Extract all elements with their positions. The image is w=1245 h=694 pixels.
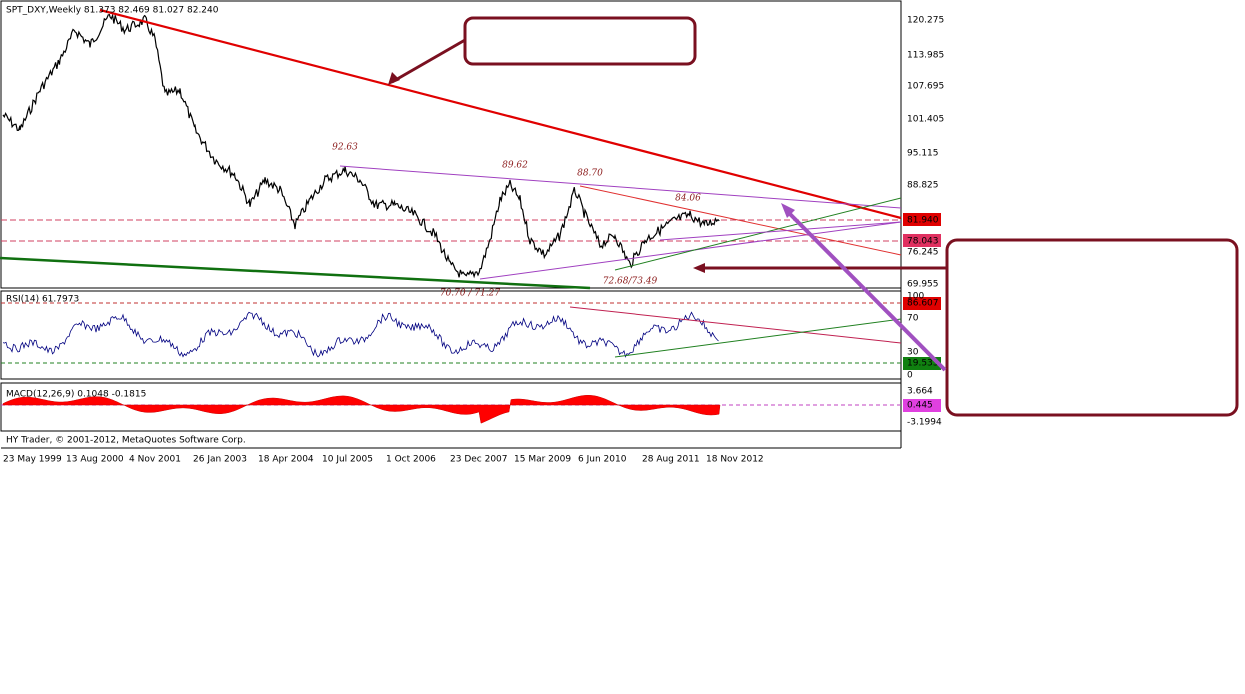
rsi-trendline	[569, 306, 902, 344]
macd-label: 0.445	[907, 401, 933, 411]
trendline	[579, 185, 902, 256]
price-label: 101.405	[907, 115, 944, 125]
price-line	[2, 12, 720, 279]
rsi-label: 0	[907, 371, 913, 381]
macd-label: -3.1994	[907, 418, 942, 428]
rsi-label: 19.533	[907, 359, 939, 369]
date-label: 4 Nov 2001	[129, 455, 181, 465]
long-trendline	[99, 8, 902, 220]
date-label: 15 Mar 2009	[514, 455, 571, 465]
rsi-line	[2, 311, 719, 358]
arrow-head	[781, 203, 795, 218]
rsi-label: 100	[907, 292, 924, 302]
rsi-label: 86.607	[907, 299, 939, 309]
price-label: 69.955	[907, 280, 939, 290]
rsi-label: 30	[907, 348, 919, 358]
arrow-head	[693, 263, 705, 273]
price-label: 120.275	[907, 16, 944, 26]
peak-label: 72.68/73.49	[603, 277, 658, 287]
date-label: 1 Oct 2006	[386, 455, 436, 465]
date-label: 18 Apr 2004	[258, 455, 314, 465]
peak-label: 84.06	[675, 194, 701, 204]
chart-header: SPT_DXY,Weekly 81.373 82.469 81.027 82.2…	[6, 6, 219, 16]
rsi-label: 70	[907, 314, 919, 324]
date-label: 26 Jan 2003	[193, 455, 247, 465]
date-label: 18 Nov 2012	[706, 455, 764, 465]
callout-box	[463, 16, 697, 66]
date-label: 23 Dec 2007	[450, 455, 508, 465]
rsi-trendline	[614, 318, 902, 358]
trendline	[659, 221, 902, 241]
copyright: HY Trader, © 2001-2012, MetaQuotes Softw…	[6, 436, 246, 446]
price-tag	[903, 234, 941, 247]
price-label: 88.825	[907, 181, 939, 191]
rsi-tag	[903, 297, 941, 310]
peak-label: 88.70	[577, 169, 603, 179]
support-line	[614, 197, 902, 271]
callout-arrow	[391, 38, 466, 84]
callout-arrow	[784, 208, 947, 372]
macd-histogram	[2, 395, 721, 424]
peak-label: 92.63	[332, 143, 358, 153]
peak-label: 89.62	[502, 161, 528, 171]
top-trendline	[339, 165, 902, 209]
date-label: 6 Jun 2010	[578, 455, 627, 465]
date-label: 13 Aug 2000	[66, 455, 124, 465]
price-tag	[903, 213, 941, 226]
price-label: 95.115	[907, 149, 939, 159]
price-label: 76.245	[907, 248, 939, 258]
date-label: 10 Jul 2005	[322, 455, 373, 465]
price-label: 81.940	[907, 216, 939, 226]
macd-label: 3.664	[907, 387, 933, 397]
callout-box	[945, 238, 1239, 417]
rsi-header: RSI(14) 61.7973	[6, 295, 79, 305]
date-label: 28 Aug 2011	[642, 455, 700, 465]
macd-tag	[903, 399, 941, 412]
price-label: 113.985	[907, 51, 944, 61]
price-label: 78.043	[907, 237, 939, 247]
price-label: 107.695	[907, 82, 944, 92]
peak-label: 70.70 / 71.27	[440, 289, 501, 299]
rsi-tag	[903, 357, 941, 370]
date-label: 23 May 1999	[3, 455, 62, 465]
arrow-head	[388, 72, 400, 85]
long-support	[0, 256, 591, 290]
macd-header: MACD(12,26,9) 0.1048 -0.1815	[6, 390, 146, 400]
